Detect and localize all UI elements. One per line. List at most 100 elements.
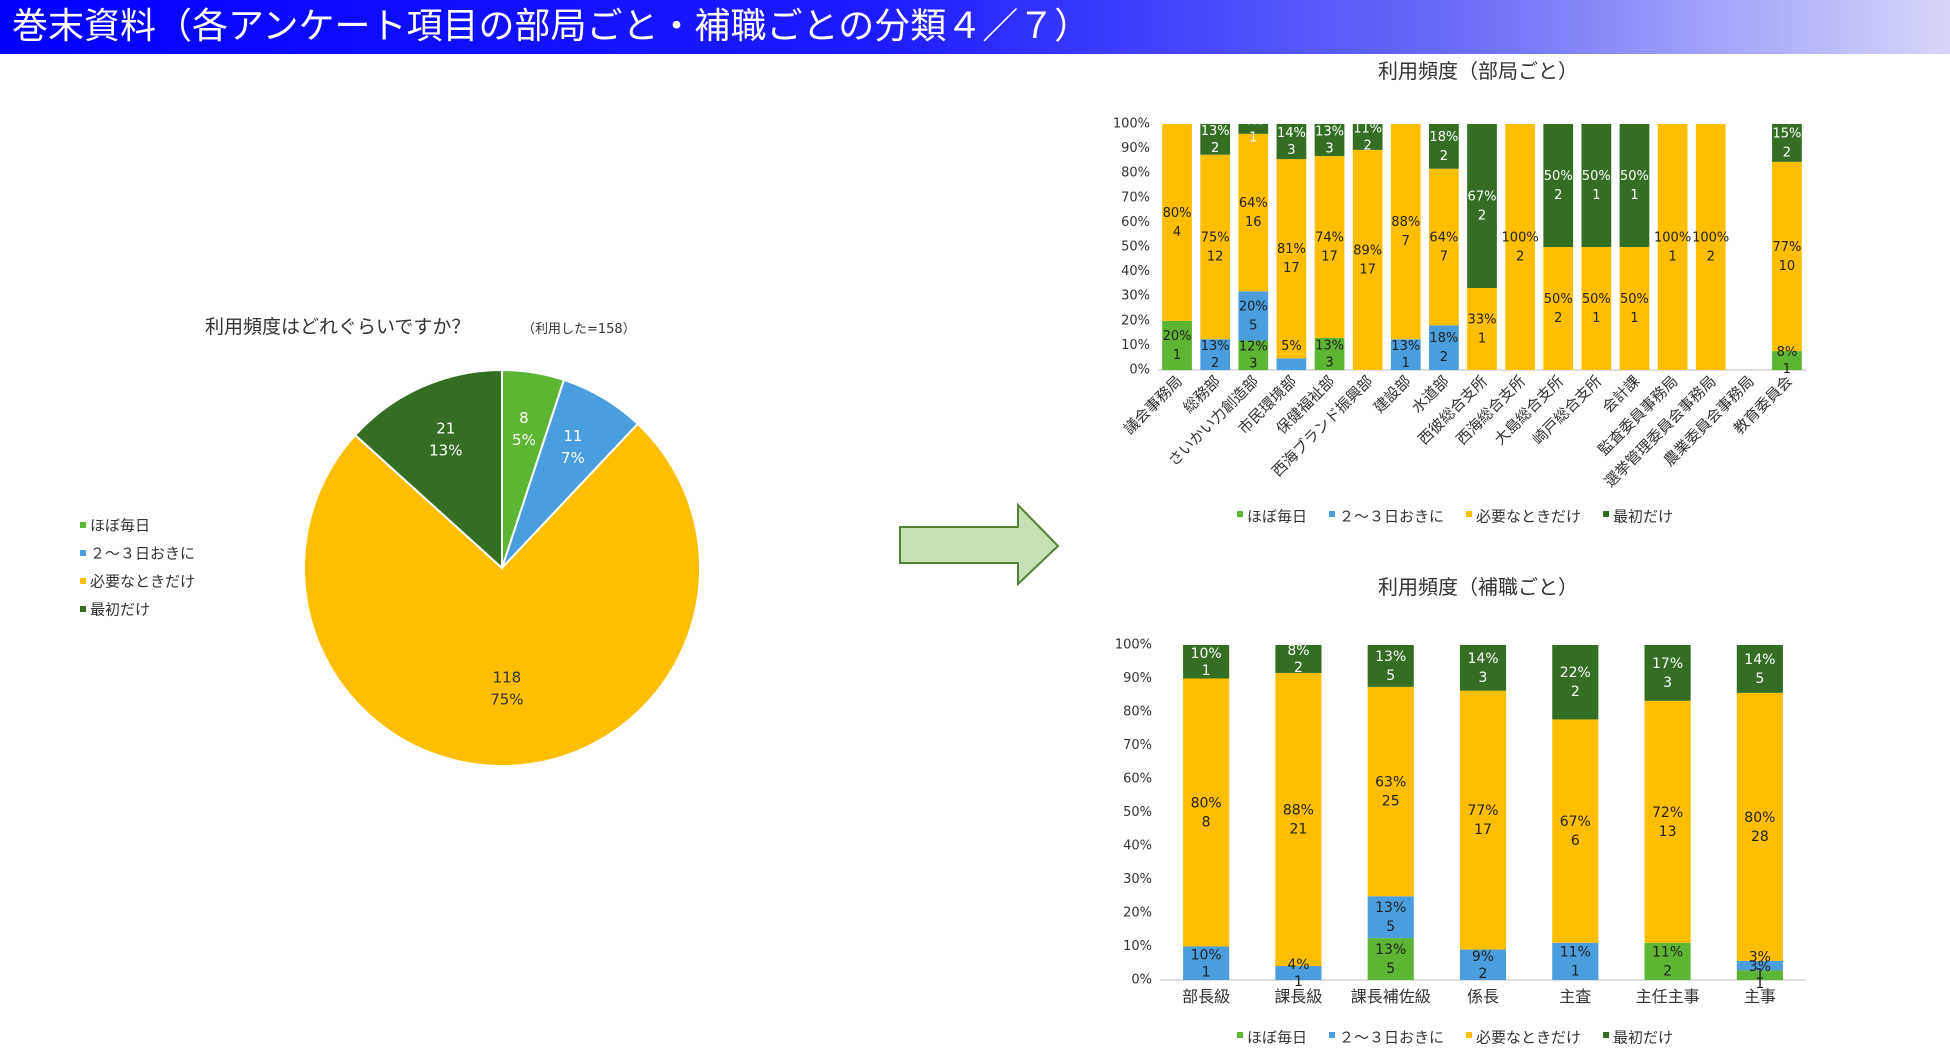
- bar-segment: [1772, 351, 1802, 370]
- legend-swatch: [1603, 511, 1610, 517]
- bar-segment: [1238, 133, 1269, 292]
- bar-count-label: 5: [1386, 919, 1395, 935]
- bar-count-label: 1: [1294, 974, 1303, 990]
- bar-percent-label: 100%: [1502, 231, 1539, 246]
- bar-segment: [1276, 159, 1307, 359]
- bar-count-label: 2: [1211, 356, 1219, 371]
- bar-segment: [1238, 124, 1269, 134]
- x-category-label: 主事: [1744, 987, 1776, 1006]
- y-tick-label: 30%: [1123, 872, 1152, 887]
- x-category-label: 主査: [1559, 987, 1591, 1006]
- y-tick-label: 70%: [1121, 190, 1150, 205]
- bar-count-label: 2: [1211, 141, 1219, 156]
- bar-segment: [1183, 678, 1230, 947]
- bar-count-label: 3: [1663, 675, 1672, 691]
- y-tick-label: 20%: [1123, 906, 1152, 921]
- bar-percent-label: 3%: [1749, 950, 1771, 966]
- bar-percent-label: 20%: [1163, 329, 1192, 344]
- page-title: 巻末資料（各アンケート項目の部局ごと・補職ごとの分類４／７）: [12, 6, 1091, 47]
- bar-percent-label: 72%: [1652, 805, 1683, 821]
- bar-count-label: 1: [1592, 188, 1600, 203]
- bar-count-label: 1: [1202, 964, 1211, 980]
- bar-percent-label: 13%: [1375, 900, 1406, 916]
- bar-percent-label: 13%: [1201, 124, 1230, 139]
- bar-percent-label: 10%: [1191, 646, 1222, 662]
- bar-percent-label: 8%: [1287, 643, 1309, 659]
- y-tick-label: 0%: [1129, 363, 1150, 378]
- bar-percent-label: 14%: [1467, 651, 1498, 667]
- y-tick-label: 40%: [1123, 839, 1152, 854]
- bar-segment: [1275, 645, 1322, 673]
- bar-percent-label: 11%: [1652, 944, 1683, 960]
- bar-percent-label: 67%: [1560, 814, 1591, 830]
- bar-percent-label: 15%: [1772, 126, 1801, 141]
- bar-percent-label: 11%: [1560, 944, 1591, 960]
- bar-chart-title: 利用頻度（補職ごと）: [1378, 575, 1578, 599]
- bar-count-label: 2: [1294, 660, 1303, 676]
- bar-count-label: 16: [1245, 215, 1262, 230]
- bar-percent-label: 77%: [1467, 803, 1498, 819]
- y-tick-label: 50%: [1123, 805, 1152, 820]
- bar-segment: [1238, 340, 1269, 370]
- bar-percent-label: 13%: [1315, 125, 1344, 140]
- y-tick-label: 70%: [1123, 738, 1152, 753]
- pie-value-label: 8: [519, 409, 529, 427]
- y-tick-label: 80%: [1123, 705, 1152, 720]
- bar-segment: [1736, 645, 1783, 693]
- bar-count-label: 3: [1249, 357, 1257, 372]
- legend-label: ほぼ毎日: [90, 517, 150, 535]
- y-tick-label: 50%: [1121, 240, 1150, 255]
- bar-segment: [1459, 645, 1507, 691]
- bar-segment: [1276, 124, 1307, 160]
- bar-count-label: 28: [1751, 829, 1769, 845]
- y-tick-label: 90%: [1121, 141, 1150, 156]
- legend-label: 最初だけ: [1613, 1029, 1673, 1047]
- bar-segment: [1552, 942, 1599, 980]
- x-category-label: 部長級: [1182, 987, 1230, 1006]
- bar-count-label: 25: [1382, 794, 1400, 810]
- x-category-label: 課長級: [1274, 987, 1322, 1006]
- pie-percent-label: 7%: [561, 449, 585, 467]
- bar-segment: [1619, 247, 1650, 370]
- legend-swatch: [1237, 511, 1243, 517]
- bar-count-label: 10: [1779, 259, 1796, 274]
- legend-swatch: [1466, 1032, 1473, 1038]
- bar-segment: [1581, 124, 1612, 247]
- bar-percent-label: 13%: [1315, 338, 1344, 353]
- legend-label: ほぼ毎日: [1247, 1029, 1307, 1047]
- bar-segment: [1467, 124, 1497, 288]
- bar-percent-label: 75%: [1201, 231, 1230, 246]
- bar-segment: [1352, 124, 1383, 150]
- y-tick-label: 10%: [1121, 338, 1150, 353]
- legend-label: 最初だけ: [1613, 508, 1673, 526]
- bar-count-label: 2: [1516, 250, 1524, 265]
- bar-segment: [1367, 686, 1414, 897]
- bar-percent-label: 13%: [1201, 339, 1230, 354]
- bar-percent-label: 100%: [1692, 231, 1729, 246]
- pie-percent-label: 5%: [512, 431, 536, 449]
- pie-subtitle: （利用した=158）: [522, 322, 636, 337]
- bar-percent-label: 13%: [1375, 649, 1406, 665]
- bar-count-label: 1: [1571, 963, 1580, 979]
- bar-count-label: 5: [1249, 318, 1257, 333]
- bar-count-label: 1: [1202, 663, 1211, 679]
- bar-count-label: 1: [1755, 967, 1764, 983]
- bar-count-label: 1: [1478, 332, 1486, 347]
- y-tick-label: 90%: [1123, 671, 1152, 686]
- bar-segment: [1467, 288, 1497, 370]
- y-tick-label: 60%: [1123, 772, 1152, 787]
- x-category-label: 係長: [1467, 987, 1499, 1006]
- bar-segment: [1644, 942, 1691, 980]
- bar-percent-label: 13%: [1375, 942, 1406, 958]
- legend-swatch: [1329, 511, 1336, 517]
- bar-count-label: 3: [1479, 670, 1488, 686]
- bar-count-label: 2: [1479, 966, 1488, 982]
- y-tick-label: 100%: [1115, 638, 1152, 653]
- legend-label: ほぼ毎日: [1247, 508, 1307, 526]
- x-category-label: 議会事務局: [1120, 372, 1186, 438]
- bar-count-label: 5: [1386, 668, 1395, 684]
- bar-count-label: 17: [1474, 822, 1492, 838]
- legend-label: 必要なときだけ: [90, 573, 195, 591]
- bar-percent-label: 9%: [1472, 949, 1494, 965]
